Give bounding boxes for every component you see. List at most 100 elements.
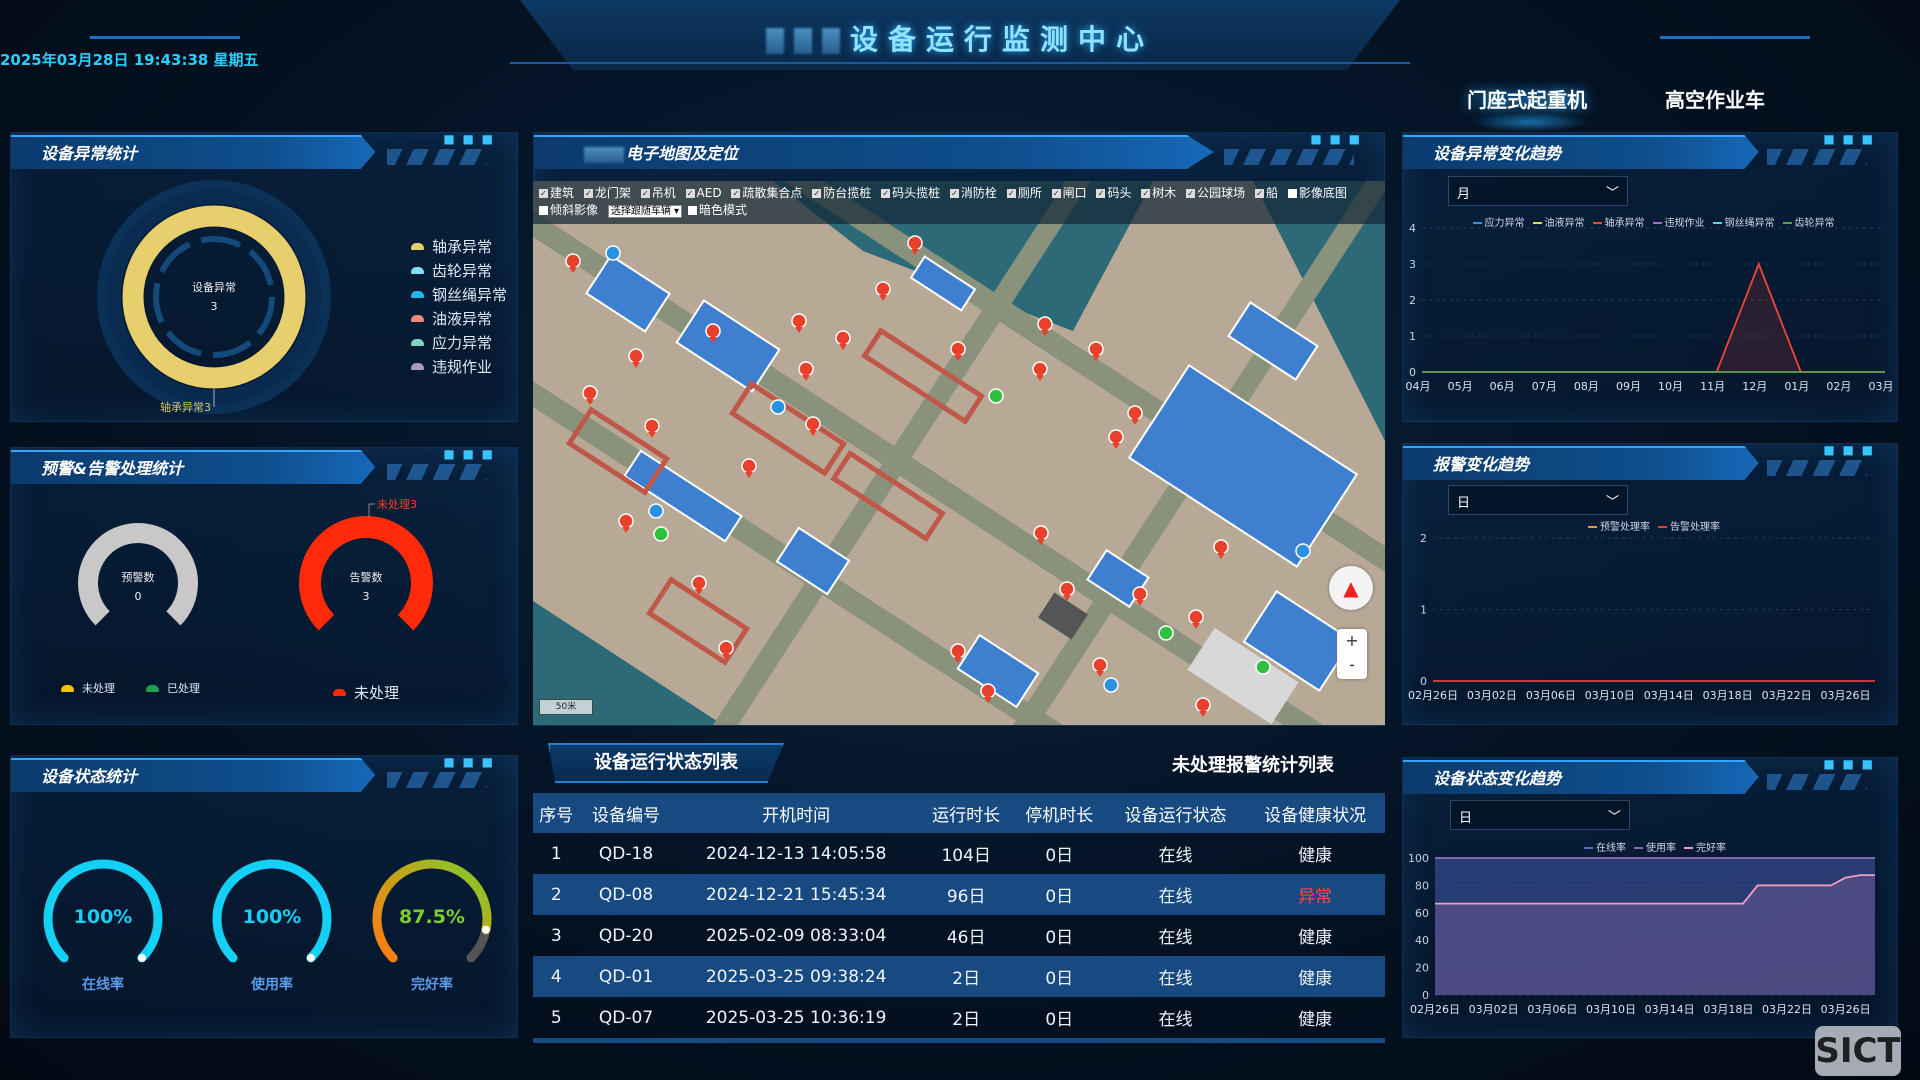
column-header[interactable]: 开机时间: [672, 793, 920, 833]
checkbox[interactable]: ✓: [640, 189, 650, 198]
column-header[interactable]: 运行时长: [919, 793, 1013, 833]
toilet-pin-icon[interactable]: [1295, 543, 1311, 559]
layer-toggle-11[interactable]: ✓ 树木: [1141, 186, 1176, 200]
tab-gantry-crane[interactable]: 门座式起重机: [1467, 88, 1587, 112]
fire-hydrant-pin-icon[interactable]: [1033, 525, 1049, 545]
fire-hydrant-pin-icon[interactable]: [1108, 429, 1124, 449]
more-icon[interactable]: ■ ■ ■: [443, 447, 495, 461]
compass-icon[interactable]: ▲: [1329, 566, 1373, 610]
legend-item[interactable]: 告警处理率: [1658, 518, 1720, 533]
checkbox[interactable]: ✓: [539, 189, 548, 198]
legend-item[interactable]: 轴承异常: [1592, 214, 1645, 229]
more-icon[interactable]: ■ ■ ■: [1823, 132, 1875, 146]
checkbox[interactable]: [1287, 189, 1297, 198]
toilet-pin-icon[interactable]: [770, 399, 786, 415]
fire-hydrant-pin-icon[interactable]: [798, 361, 814, 381]
layer-toggle-15[interactable]: 倾斜影像: [539, 203, 598, 217]
legend-item[interactable]: 预警处理率: [1588, 518, 1650, 533]
fire-hydrant-pin-icon[interactable]: [950, 341, 966, 361]
assembly-point-pin-icon[interactable]: [1158, 625, 1174, 641]
alarm-gauge-arc[interactable]: [299, 516, 433, 631]
checkbox[interactable]: [539, 206, 548, 215]
checkbox[interactable]: ✓: [1254, 189, 1264, 198]
checkbox[interactable]: ✓: [1051, 189, 1061, 198]
tab-unhandled-alarm-list[interactable]: 未处理报警统计列表: [1172, 755, 1334, 776]
checkbox[interactable]: ✓: [1096, 189, 1106, 198]
donut-slice-bearing[interactable]: [122, 205, 306, 389]
layer-toggle-2[interactable]: ✓ 吊机: [640, 186, 676, 200]
layer-toggle-14[interactable]: 影像底图: [1287, 186, 1347, 200]
toilet-pin-icon[interactable]: [1103, 677, 1119, 693]
checkbox[interactable]: ✓: [685, 189, 695, 198]
legend-warning-handled[interactable]: 已处理: [146, 680, 200, 696]
legend-item[interactable]: 油液异常: [1532, 214, 1585, 229]
legend-item[interactable]: 完好率: [1684, 839, 1726, 854]
assembly-point-pin-icon[interactable]: [653, 526, 669, 542]
checkbox[interactable]: ✓: [1006, 189, 1016, 198]
warning-gauge-arc[interactable]: [78, 523, 198, 626]
more-icon[interactable]: ■ ■ ■: [1310, 132, 1362, 146]
table-row[interactable]: 4 QD-01 2025-03-25 09:38:24 2日 0日 在线 健康: [533, 956, 1385, 997]
fire-hydrant-pin-icon[interactable]: [1188, 609, 1204, 629]
fire-hydrant-pin-icon[interactable]: [805, 416, 821, 436]
column-header[interactable]: 序号: [533, 793, 580, 833]
tab-device-status-list[interactable]: 设备运行状态列表: [548, 743, 784, 783]
layer-toggle-3[interactable]: ✓ AED: [685, 186, 722, 200]
layer-toggle-1[interactable]: ✓ 龙门架: [583, 186, 631, 200]
assembly-point-pin-icon[interactable]: [1255, 659, 1271, 675]
more-icon[interactable]: ■ ■ ■: [1823, 443, 1875, 457]
fire-hydrant-pin-icon[interactable]: [691, 575, 707, 595]
layer-toggle-10[interactable]: ✓ 码头: [1096, 186, 1131, 200]
toilet-pin-icon[interactable]: [605, 245, 621, 261]
legend-alarm-unhandled[interactable]: 未处理: [333, 682, 399, 703]
fire-hydrant-pin-icon[interactable]: [950, 643, 966, 663]
column-header[interactable]: 停机时长: [1012, 793, 1106, 833]
fire-hydrant-pin-icon[interactable]: [1213, 539, 1229, 559]
checkbox[interactable]: ✓: [949, 189, 959, 198]
fire-hydrant-pin-icon[interactable]: [1132, 586, 1148, 606]
table-row[interactable]: 5 QD-07 2025-03-25 10:36:19 2日 0日 在线 健康: [533, 997, 1385, 1038]
more-icon[interactable]: ■ ■ ■: [443, 132, 495, 146]
assembly-point-pin-icon[interactable]: [988, 388, 1004, 404]
fire-hydrant-pin-icon[interactable]: [1037, 316, 1053, 336]
checkbox[interactable]: ✓: [731, 189, 741, 198]
fire-hydrant-pin-icon[interactable]: [565, 253, 581, 273]
table-row[interactable]: 2 QD-08 2024-12-21 15:45:34 96日 0日 在线 异常: [533, 874, 1385, 915]
legend-item-4[interactable]: 应力异常: [411, 332, 492, 353]
layer-toggle-4[interactable]: ✓ 疏散集合点: [731, 186, 802, 200]
fire-hydrant-pin-icon[interactable]: [644, 418, 660, 438]
dark-mode-toggle[interactable]: 暗色模式: [688, 203, 747, 217]
fire-hydrant-pin-icon[interactable]: [1059, 581, 1075, 601]
zoom-out-button[interactable]: -: [1349, 655, 1355, 674]
layer-toggle-8[interactable]: ✓ 厕所: [1006, 186, 1042, 200]
abnormal-period-select[interactable]: 月 ﹀: [1448, 176, 1628, 206]
legend-item[interactable]: 在线率: [1584, 839, 1626, 854]
fire-hydrant-pin-icon[interactable]: [1088, 341, 1104, 361]
fire-hydrant-pin-icon[interactable]: [980, 683, 996, 703]
more-icon[interactable]: ■ ■ ■: [443, 755, 495, 769]
legend-item-5[interactable]: 违规作业: [411, 356, 492, 377]
table-row[interactable]: 3 QD-20 2025-02-09 08:33:04 46日 0日 在线 健康: [533, 915, 1385, 956]
toilet-pin-icon[interactable]: [648, 503, 664, 519]
fire-hydrant-pin-icon[interactable]: [907, 235, 923, 255]
fire-hydrant-pin-icon[interactable]: [835, 330, 851, 350]
checkbox[interactable]: ✓: [1141, 189, 1151, 198]
checkbox[interactable]: ✓: [812, 189, 822, 198]
layer-toggle-5[interactable]: ✓ 防台揽桩: [812, 186, 871, 200]
fire-hydrant-pin-icon[interactable]: [1032, 361, 1048, 381]
fire-hydrant-pin-icon[interactable]: [718, 640, 734, 660]
layer-toggle-6[interactable]: ✓ 码头揽桩: [881, 186, 940, 200]
legend-item-2[interactable]: 钢丝绳异常: [411, 284, 507, 305]
legend-item-3[interactable]: 油液异常: [411, 308, 492, 329]
layer-toggle-0[interactable]: ✓ 建筑: [539, 186, 574, 200]
layer-toggle-12[interactable]: ✓ 公园球场: [1186, 186, 1245, 200]
layer-toggle-9[interactable]: ✓ 闸口: [1051, 186, 1087, 200]
layer-toggle-13[interactable]: ✓ 船: [1254, 186, 1278, 200]
checkbox[interactable]: ✓: [1186, 189, 1196, 198]
column-header[interactable]: 设备编号: [579, 793, 673, 833]
fire-hydrant-pin-icon[interactable]: [1195, 697, 1211, 717]
layer-toggle-7[interactable]: ✓ 消防栓: [949, 186, 997, 200]
column-header[interactable]: 设备健康状况: [1245, 793, 1385, 833]
legend-item[interactable]: 使用率: [1634, 839, 1676, 854]
fire-hydrant-pin-icon[interactable]: [582, 385, 598, 405]
